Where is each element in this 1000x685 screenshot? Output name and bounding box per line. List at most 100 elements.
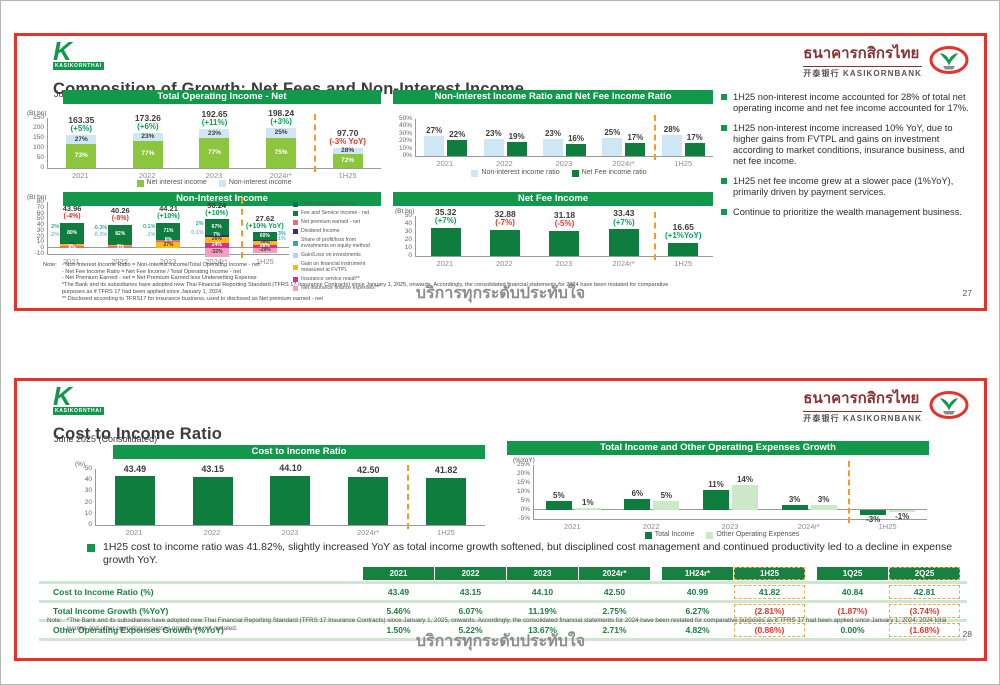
chart-category: 27% 22% bbox=[416, 119, 475, 156]
y-axis-tick: 20 bbox=[84, 498, 92, 506]
bar-segment: 60% bbox=[252, 232, 277, 241]
y-axis-tick: 15% bbox=[516, 479, 530, 486]
bank-name-block: ธนาคารกสิกรไทย 开泰银行 KASIKORNBANK bbox=[803, 386, 922, 424]
table-cell: (2.81%) bbox=[734, 604, 805, 618]
bar: 82% 9% bbox=[108, 224, 133, 249]
y-axis-tick: 150 bbox=[33, 134, 44, 141]
bar bbox=[483, 138, 504, 156]
y-axis: 0 10 20 30 40 50 bbox=[75, 465, 95, 528]
bank-name-english: 开泰银行 KASIKORNBANK bbox=[803, 414, 922, 423]
column-group: 1H24r* 1H25 bbox=[662, 567, 805, 580]
label-line: 43.96 bbox=[62, 204, 82, 214]
chart-category: 82% 9% 40.26 (-8%) -0.3% -0.3% bbox=[93, 202, 144, 254]
label-line: 163.35 bbox=[68, 114, 95, 125]
legend-item: Total Income bbox=[644, 531, 694, 539]
legend-label: Other operating income bbox=[301, 201, 356, 207]
note-text: *The Bank and its subsidiaries have adop… bbox=[66, 617, 947, 632]
bar-total-label: 43.15 bbox=[156, 464, 270, 475]
y-axis-tick: 80 bbox=[36, 198, 44, 205]
bar-segment: 26% bbox=[204, 237, 229, 243]
row-label bbox=[39, 567, 351, 580]
legend-item: Other Operating Expenses bbox=[706, 531, 799, 539]
y-axis: 0% 10% 20% 30% 40% 50% bbox=[395, 115, 415, 159]
legend-label: Net premium earned - net bbox=[301, 218, 361, 225]
bar-segment bbox=[430, 227, 461, 256]
bar-segment bbox=[549, 231, 580, 256]
bar-value-label: 19% bbox=[508, 131, 525, 141]
side-label: -2% bbox=[49, 231, 60, 238]
column-group: (1.87%) (3.74%) bbox=[817, 604, 960, 618]
x-axis-label: 2023 bbox=[555, 159, 573, 168]
legend-item: Insurance service result** bbox=[293, 276, 360, 283]
chart-non-interest-income: (Bt bn) -10 0 10 20 30 40 50 60 70 80 80% 7% 8% 43.96(… bbox=[27, 194, 289, 266]
bar-segment: -32% bbox=[204, 248, 229, 257]
bar bbox=[889, 510, 916, 512]
x-axis-label: 2024r* bbox=[269, 171, 292, 180]
bar-value-label: -1% bbox=[895, 511, 910, 521]
panel-header-net-fee-income: Net Fee Income bbox=[393, 192, 713, 206]
chart-category: 35.32 (+7%) bbox=[416, 207, 475, 256]
list-item: 1H25 non-interest income increased 10% Y… bbox=[721, 123, 975, 167]
legend-swatch-icon bbox=[293, 277, 298, 283]
table-cell: 0.00% bbox=[840, 625, 865, 635]
x-axis-label: 2022 bbox=[496, 159, 513, 168]
bullet-square-icon bbox=[721, 94, 727, 100]
chart-body: 0 50 100 150 200 250 27% 73% 163.35 (+5%) 23% 77% 17… bbox=[27, 108, 381, 172]
bullet-text: 1H25 cost to income ratio was 41.82%, sl… bbox=[103, 541, 953, 567]
y-axis-tick: 40 bbox=[36, 221, 44, 229]
x-axis: 2021 2022 2023 2024r* 1H25 bbox=[415, 157, 713, 168]
bar bbox=[447, 139, 468, 156]
side-label: -1% bbox=[145, 231, 156, 238]
legend-item: Net premium earned - net bbox=[293, 218, 361, 226]
page-number: 28 bbox=[962, 629, 972, 639]
legend-item: Other operating income bbox=[293, 201, 356, 208]
bar-segment: 8% bbox=[60, 244, 85, 249]
bar bbox=[490, 229, 521, 256]
bar-value-label: 28% bbox=[663, 125, 680, 135]
y-axis-tick: 50 bbox=[84, 465, 92, 472]
bar bbox=[668, 242, 699, 256]
column-group: 2021 2022 2023 2024r* bbox=[363, 567, 650, 580]
y-axis-tick: 10 bbox=[84, 509, 92, 517]
x-axis-label: 2023 bbox=[555, 259, 573, 268]
x-axis-label: 2021 bbox=[564, 522, 581, 531]
chart-category: 25% 17% bbox=[594, 119, 653, 156]
x-axis-label: 1H25 bbox=[878, 522, 897, 531]
plot-area: 43.49 43.15 44.10 42.50 41.82 bbox=[95, 463, 485, 529]
y-axis-tick: -10 bbox=[34, 250, 44, 257]
bar-segment: 77% bbox=[132, 141, 163, 168]
chart-cost-to-income-ratio: (%) 0 10 20 30 40 50 43.49 43.15 44.10 42.50 41.82 2… bbox=[75, 461, 485, 537]
chart-body: 0 10 20 30 40 50 43.49 43.15 44.10 42.50 41.82 bbox=[75, 463, 485, 529]
legend-swatch-icon bbox=[293, 253, 298, 259]
y-axis-tick: 50 bbox=[36, 215, 44, 223]
table-cell: 1.50% bbox=[386, 625, 411, 635]
bar: 28% 72% bbox=[332, 147, 363, 168]
chart-category: 3% 3% bbox=[770, 465, 849, 519]
x-axis-label: 2021 bbox=[72, 171, 89, 180]
footnote-block: Note: *The Bank and its subsidiaries hav… bbox=[47, 617, 957, 633]
label-line: 42.50 bbox=[357, 464, 380, 475]
bar bbox=[574, 508, 601, 510]
column-group: 4.82% (0.86%) bbox=[662, 623, 805, 637]
y-axis-tick: 40 bbox=[84, 476, 92, 484]
bar-segment: 72% bbox=[332, 153, 363, 168]
bank-brand-block: ธนาคารกสิกรไทย 开泰银行 KASIKORNBANK bbox=[803, 41, 970, 79]
bar-segment: -29% bbox=[252, 248, 277, 253]
bar-segment: 8% bbox=[156, 238, 181, 243]
bar-segment bbox=[668, 242, 699, 256]
note-line: - Net Premium Earned - net = Net Premium… bbox=[61, 275, 257, 282]
bar-value-label: 14% bbox=[736, 474, 753, 484]
chart-category: 11% 14% bbox=[691, 465, 770, 519]
key-points-list: 1H25 non-interest income accounted for 2… bbox=[721, 92, 975, 227]
chart-category: 41.82 bbox=[407, 466, 485, 525]
zero-line bbox=[534, 509, 927, 510]
bar-total-label: 43.49 bbox=[78, 464, 192, 475]
bar: 71% 8% 27% bbox=[156, 222, 181, 249]
x-axis-label: 2021 bbox=[436, 259, 454, 268]
label-line: 198.24 bbox=[268, 107, 295, 118]
bar bbox=[430, 227, 461, 256]
y-axis-tick: 50 bbox=[404, 212, 412, 219]
x-axis-label: 2021 bbox=[62, 257, 80, 266]
bar-total-label: 35.32 (+7%) bbox=[398, 207, 493, 226]
x-axis-label: 2022 bbox=[642, 522, 660, 531]
